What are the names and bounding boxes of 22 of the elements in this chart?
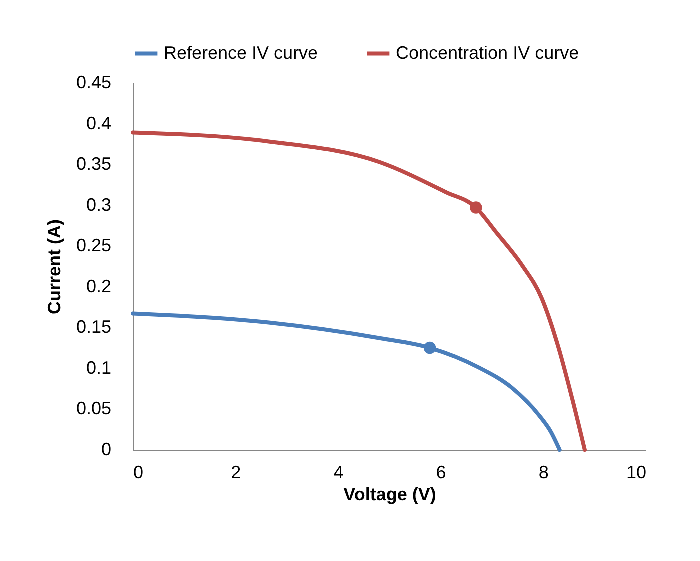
y-tick-label: 0.25 [76, 236, 112, 256]
x-tick-label: 6 [436, 462, 446, 482]
x-axis-title: Voltage (V) [344, 484, 436, 504]
line-series [131, 312, 562, 452]
x-tick-label: 2 [231, 462, 242, 482]
y-tick-label: 0.05 [76, 398, 112, 419]
y-tick-label: 0.35 [76, 154, 112, 174]
y-tick-label: 0 [101, 440, 112, 460]
y-tick-label: 0.3 [86, 194, 112, 215]
y-tick-label: 0.45 [76, 72, 112, 92]
legend-label: Concentration IV curve [396, 42, 580, 63]
y-axis-title: Current (A) [44, 220, 64, 314]
x-tick-label: 0 [134, 462, 144, 482]
y-tick-label: 0.4 [86, 113, 112, 134]
y-tick-label: 0.2 [86, 276, 112, 296]
y-tick-label: 0.1 [86, 358, 112, 378]
y-tick-label: 0.15 [76, 317, 112, 338]
x-tick-label: 10 [626, 462, 646, 482]
x-tick-label: 4 [334, 462, 344, 482]
line-series [131, 130, 587, 452]
x-tick-label: 8 [538, 462, 549, 482]
legend-label: Reference IV curve [164, 42, 318, 63]
